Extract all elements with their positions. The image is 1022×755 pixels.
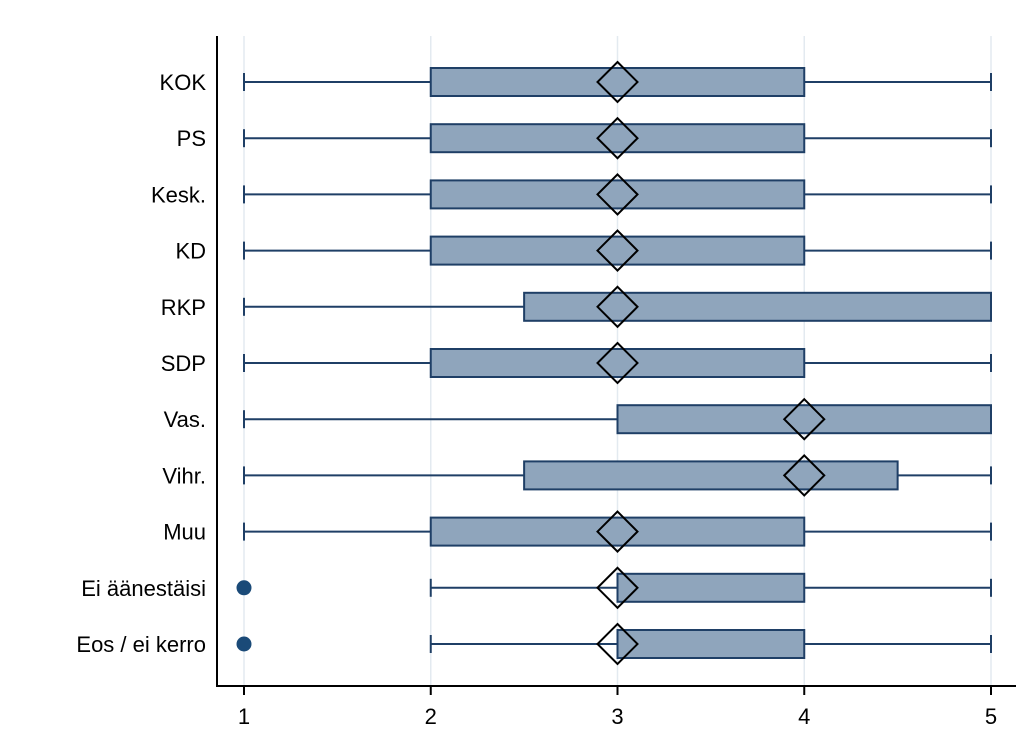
boxes: [429, 67, 992, 659]
iqr-box: [429, 179, 806, 210]
iqr-box: [523, 460, 899, 491]
category-label: PS: [177, 126, 206, 151]
outlier-points: [236, 580, 252, 652]
x-tick-label: 1: [238, 704, 250, 729]
iqr-box: [616, 572, 806, 603]
category-label: SDP: [161, 351, 206, 376]
category-label: Muu: [163, 520, 206, 545]
iqr-box: [429, 67, 806, 97]
median-diamond-marker: [596, 172, 639, 216]
outlier-point: [236, 580, 252, 596]
iqr-box: [616, 404, 992, 435]
iqr-box: [429, 123, 806, 154]
iqr-box: [429, 348, 806, 378]
median-diamond-marker: [782, 453, 826, 497]
whiskers: [243, 73, 992, 653]
median-diamond-marker: [782, 397, 826, 441]
median-diamond-marker: [596, 566, 639, 610]
x-tick-label: 5: [985, 704, 997, 729]
category-label: KD: [175, 239, 206, 264]
iqr-box: [429, 235, 806, 266]
iqr-box: [429, 516, 806, 547]
category-label: Eos / ei kerro: [76, 632, 206, 657]
category-label: Vas.: [164, 407, 206, 432]
category-label: Vihr.: [162, 463, 206, 488]
median-diamond-marker: [596, 510, 639, 554]
category-label: KOK: [160, 70, 207, 95]
category-label: RKP: [161, 295, 206, 320]
outlier-point: [236, 636, 252, 652]
x-tick-labels: 1 2 3 4 5: [238, 704, 997, 729]
median-markers: [596, 60, 826, 666]
x-tick-label: 3: [611, 704, 623, 729]
median-diamond-marker: [596, 229, 639, 273]
median-diamond-marker: [596, 285, 639, 329]
category-label: Ei äänestäisi: [81, 576, 206, 601]
median-diamond-marker: [596, 60, 639, 104]
iqr-box: [523, 291, 992, 322]
median-diamond-marker: [596, 341, 639, 385]
axes: [216, 36, 1016, 695]
category-labels: KOK PS Kesk. KD RKP SDP Vas. Vihr. Muu Ei äänestä…: [76, 70, 206, 657]
median-diamond-marker: [596, 116, 639, 160]
x-tick-label: 2: [425, 704, 437, 729]
median-diamond-marker: [596, 622, 639, 666]
x-tick-label: 4: [798, 704, 810, 729]
category-label: Kesk.: [151, 182, 206, 207]
iqr-box: [616, 629, 806, 659]
